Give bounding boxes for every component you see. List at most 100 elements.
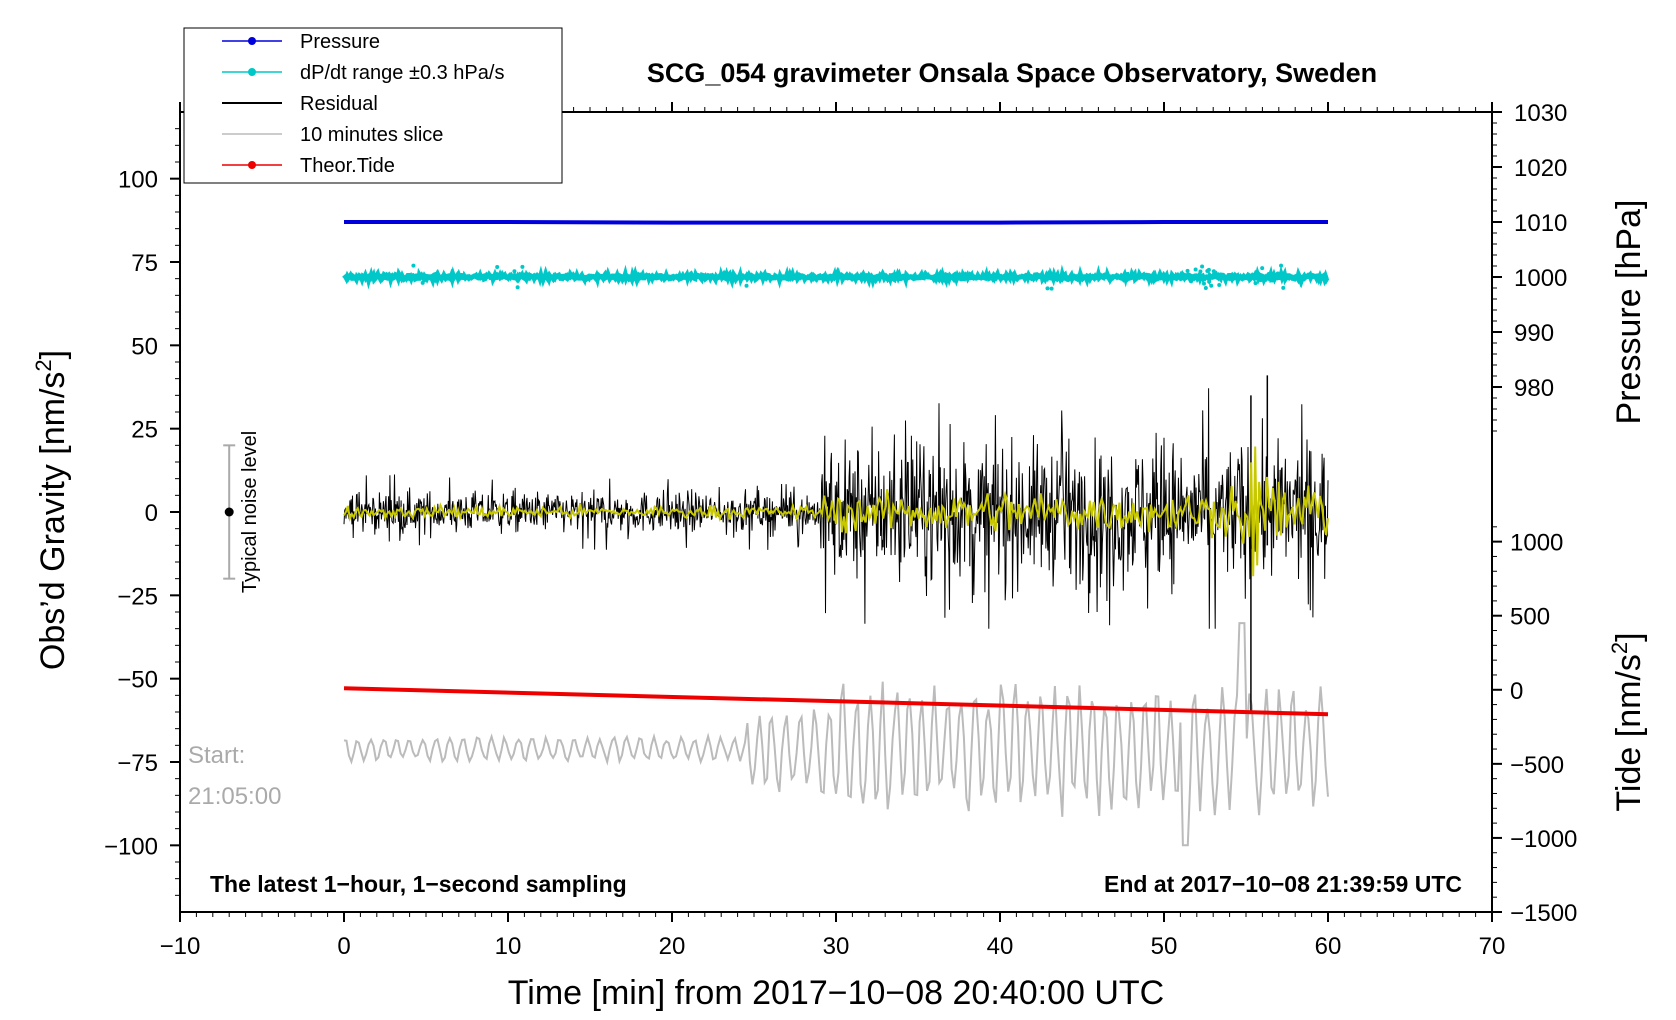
tide-axis-label-sup: 2 [1607, 642, 1632, 654]
pressure-axis-label: Pressure [hPa] [1610, 200, 1648, 425]
dpdt-point [1283, 274, 1288, 279]
dpdt-band [342, 264, 1330, 290]
legend-items: Pressure dP/dt range ±0.3 hPa/s Residual 10… [222, 31, 504, 177]
slice-line [343, 622, 1329, 847]
tide-tick-label: 0 [1510, 678, 1523, 705]
left-axis-label: Obs’d Gravity [nm/s2] [31, 350, 72, 670]
noise-bar: Typical noise level [223, 431, 261, 593]
pressure-line [344, 220, 1328, 225]
dpdt-point [714, 274, 719, 279]
dpdt-point [1193, 267, 1198, 272]
dpdt-point [420, 280, 425, 285]
tide-axis-label-end: ] [1610, 632, 1648, 641]
x-axis-label: Time [min] from 2017−10−08 20:40:00 UTC [508, 974, 1164, 1012]
tide-tick-label: −500 [1510, 752, 1564, 779]
dpdt-point [1064, 275, 1069, 280]
dpdt-point [1209, 283, 1214, 288]
tide-tick-label: 500 [1510, 604, 1550, 631]
legend-box [183, 27, 563, 184]
left-axis-label-sup: 2 [31, 359, 56, 371]
theoretical-tide-line [343, 686, 1329, 717]
noise-bar-center [224, 507, 234, 517]
dpdt-point [1051, 278, 1056, 283]
dpdt-point [724, 270, 729, 275]
x-tick-label: 40 [987, 933, 1014, 960]
dpdt-point [1198, 269, 1203, 274]
dpdt-point [1260, 266, 1265, 271]
x-tick-label: 30 [823, 933, 850, 960]
left-tick-label: 25 [131, 417, 158, 444]
dpdt-point [1206, 267, 1211, 272]
start-time: 21:05:00 [188, 783, 281, 810]
x-tick-label: 70 [1479, 933, 1506, 960]
legend: Pressure dP/dt range ±0.3 hPa/s Residual 10… [183, 27, 563, 184]
legend-marker [248, 68, 256, 76]
dpdt-point [1189, 279, 1194, 284]
left-tick-label: 0 [145, 500, 158, 527]
left-axis-label-end: ] [34, 350, 72, 359]
legend-label: Residual [300, 93, 378, 115]
pressure-tick-label: 1020 [1514, 155, 1567, 182]
pressure-tick-label: 980 [1514, 375, 1554, 402]
tide-tick-label: 1000 [1510, 530, 1563, 557]
dpdt-point [1258, 278, 1263, 283]
noise-bar-label: Typical noise level [239, 431, 261, 593]
dpdt-point [1201, 281, 1206, 286]
left-tick-label: −75 [117, 750, 158, 777]
dpdt-point [1257, 273, 1262, 278]
dpdt-point [1280, 271, 1285, 276]
tide-tick-label: −1000 [1510, 826, 1577, 853]
tide-axis-label: Tide [nm/s2] [1607, 632, 1648, 811]
x-tick-label: 60 [1315, 933, 1342, 960]
dpdt-point [520, 264, 525, 269]
dpdt-point [1218, 272, 1223, 277]
x-tick-label: −10 [160, 933, 201, 960]
pressure-tick-label: 990 [1514, 320, 1554, 347]
smoothed-residual-line [343, 446, 1329, 577]
x-tick-label: 0 [337, 933, 350, 960]
pressure-tick-label: 1010 [1514, 210, 1567, 237]
pressure-tick-label: 1030 [1514, 100, 1567, 127]
legend-marker [248, 161, 256, 169]
dpdt-point [1253, 281, 1258, 286]
dpdt-point [744, 283, 749, 288]
dpdt-point [1270, 278, 1275, 283]
dpdt-point [1266, 272, 1271, 277]
dpdt-point [1049, 286, 1054, 291]
end-time-note: End at 2017−10−08 21:39:59 UTC [1104, 871, 1462, 897]
left-axis-label-main: Obs’d Gravity [nm/s [34, 372, 72, 671]
dpdt-point [1200, 264, 1205, 269]
x-tick-label: 20 [659, 933, 686, 960]
dpdt-point [1185, 272, 1190, 277]
tide-axis-label-main: Tide [nm/s [1610, 654, 1648, 811]
residual-line [343, 388, 1329, 629]
left-tick-label: 50 [131, 333, 158, 360]
axis-ticks: −10 0 10 20 30 40 50 60 701007550250−25−50−75−10… [104, 100, 1577, 960]
dpdt-point [1045, 286, 1050, 291]
dpdt-point [1275, 271, 1280, 276]
dpdt-point [512, 272, 517, 277]
legend-label: dP/dt range ±0.3 hPa/s [300, 62, 504, 84]
sampling-note: The latest 1−hour, 1−second sampling [210, 871, 627, 897]
tide-tick-label: −1500 [1510, 900, 1577, 927]
x-tick-label: 10 [495, 933, 522, 960]
legend-label: Theor.Tide [300, 155, 395, 177]
dpdt-point [1217, 283, 1222, 288]
left-tick-label: −25 [117, 583, 158, 610]
dpdt-point [1203, 285, 1208, 290]
start-label: Start: [188, 742, 245, 769]
dpdt-point [515, 285, 520, 290]
pressure-tick-label: 1000 [1514, 265, 1567, 292]
legend-marker [248, 37, 256, 45]
x-tick-label: 50 [1151, 933, 1178, 960]
dpdt-point [1185, 268, 1190, 273]
left-tick-label: 75 [131, 250, 158, 277]
legend-label: 10 minutes slice [300, 124, 443, 146]
dpdt-point [1211, 269, 1216, 274]
dpdt-point [1207, 279, 1212, 284]
series-layer [342, 220, 1330, 847]
left-tick-label: 100 [118, 167, 158, 194]
dpdt-point [512, 269, 517, 274]
dpdt-point [495, 264, 500, 269]
